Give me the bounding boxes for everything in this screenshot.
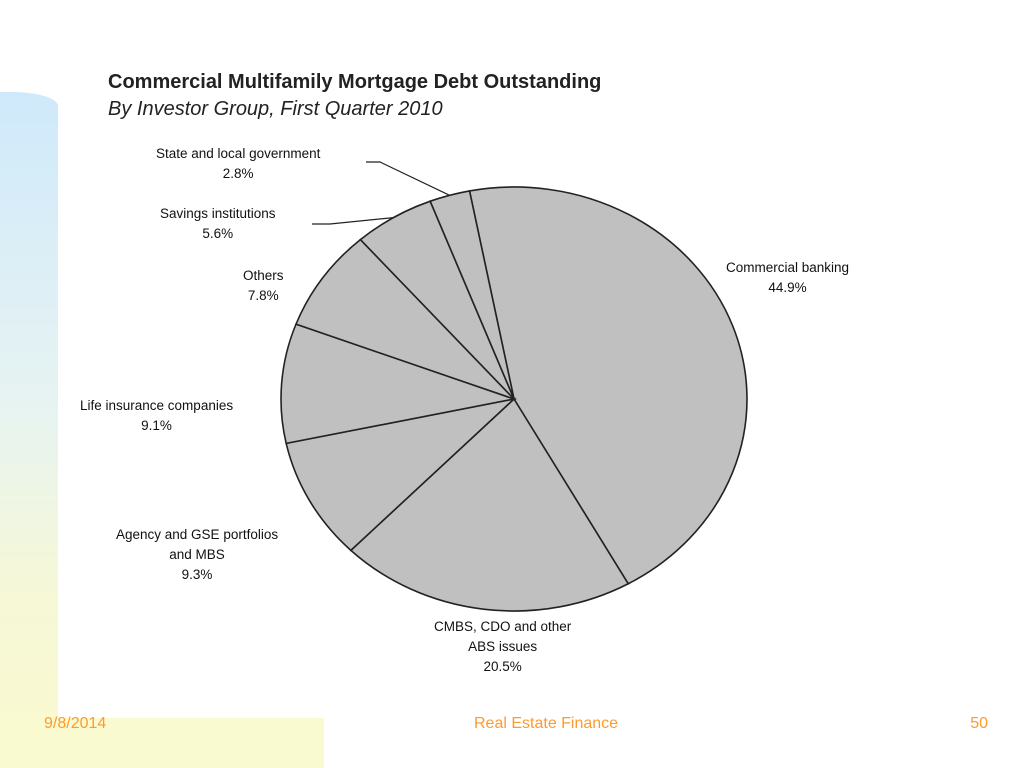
pie-slice-others bbox=[294, 238, 515, 400]
label-value: 44.9% bbox=[768, 280, 807, 295]
footer-page-number: 50 bbox=[970, 715, 988, 732]
pie-slice-cmbs bbox=[349, 397, 630, 612]
label-commercial-banking: Commercial banking 44.9% bbox=[726, 258, 849, 298]
footer-date: 9/8/2014 bbox=[44, 715, 107, 732]
pie-slice-agency-gse bbox=[285, 397, 517, 552]
label-line: Agency and GSE portfolios bbox=[116, 527, 279, 542]
label-others: Others 7.8% bbox=[243, 266, 284, 306]
label-savings-institutions: Savings institutions 5.6% bbox=[160, 204, 276, 244]
pie-slice-life-insurance bbox=[280, 323, 518, 445]
label-line: ABS issues bbox=[468, 639, 538, 654]
pie-slice-commercial-banking bbox=[468, 186, 748, 585]
label-state-local-government: State and local government 2.8% bbox=[156, 144, 320, 184]
label-life-insurance: Life insurance companies 9.1% bbox=[80, 396, 233, 436]
label-line: CMBS, CDO and other bbox=[434, 619, 572, 634]
chart-title: Commercial Multifamily Mortgage Debt Out… bbox=[108, 71, 602, 93]
label-value: 20.5% bbox=[483, 659, 522, 674]
label-value: 9.3% bbox=[181, 567, 213, 582]
footer-title: Real Estate Finance bbox=[474, 715, 619, 732]
label-line: Savings institutions bbox=[160, 206, 276, 221]
label-cmbs: CMBS, CDO and other ABS issues 20.5% bbox=[434, 617, 571, 677]
label-value: 7.8% bbox=[247, 288, 279, 303]
label-line: Others bbox=[243, 268, 284, 283]
label-line: Commercial banking bbox=[726, 260, 850, 275]
slide-bottom-band bbox=[0, 718, 324, 768]
label-value: 5.6% bbox=[202, 226, 234, 241]
label-value: 9.1% bbox=[141, 418, 172, 433]
label-agency-gse: Agency and GSE portfolios and MBS 9.3% bbox=[116, 525, 278, 585]
leader-line-state-local-government bbox=[366, 161, 450, 196]
leader-line-savings-institutions bbox=[312, 217, 394, 225]
pie-slice-state-local-government bbox=[429, 189, 515, 400]
slide-side-gradient bbox=[0, 92, 58, 768]
label-line: and MBS bbox=[169, 547, 225, 562]
label-value: 2.8% bbox=[222, 166, 254, 181]
label-line: State and local government bbox=[156, 146, 321, 161]
chart-subtitle: By Investor Group, First Quarter 2010 bbox=[108, 98, 443, 120]
label-line: Life insurance companies bbox=[80, 398, 234, 413]
